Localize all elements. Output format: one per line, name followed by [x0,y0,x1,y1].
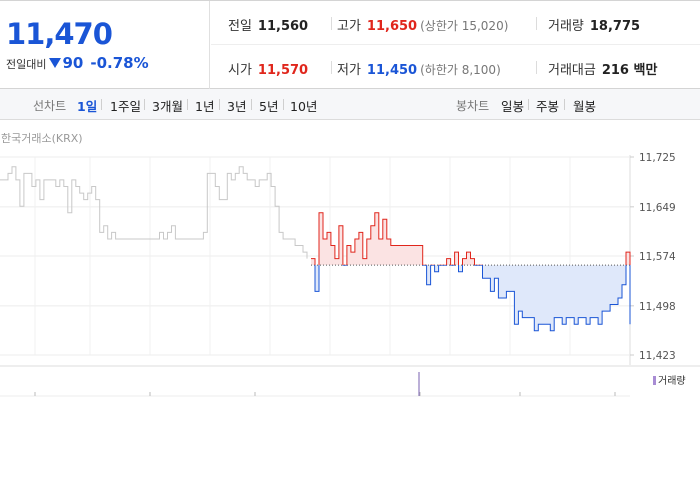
period-bar: 선차트 1일 1주일 3개월 1년 3년 5년 10년 봉차트 일봉 주봉 월봉 [0,89,700,120]
data-source: 한국거래소(KRX) [1,132,83,145]
y-tick-label: 11,649 [639,202,676,214]
change-label: 전일대비 [6,58,47,71]
divider [251,99,252,110]
lower-limit: (하한가 8,100) [420,63,501,77]
tab-weekly-candle[interactable]: 주봉 [536,99,560,114]
tab-3-years[interactable]: 3년 [227,99,247,114]
stats-row-1: 전일 11,560 고가 11,650 (상한가 15,020) 거래량 18,775 [211,1,700,45]
divider [528,99,529,110]
stat-volume: 거래량 18,775 [548,19,641,34]
today-line-above [311,212,631,266]
divider [331,17,332,30]
tab-daily-candle[interactable]: 일봉 [501,99,525,114]
down-triangle-icon [49,58,62,68]
high-value: 11,650 [366,19,418,34]
upper-limit: (상한가 15,020) [420,19,509,33]
trade-value: 216 백만 [601,63,658,78]
tab-10-years[interactable]: 10년 [290,99,318,114]
chart-series [0,166,631,332]
change-amount: 90 [62,54,84,72]
price-summary: 11,470 전일대비 90 -0.78% 전일 11,560 고가 11,650 (상한… [0,0,700,89]
volume-value: 18,775 [589,19,641,34]
divider [564,99,565,110]
tab-3-months[interactable]: 3개월 [152,99,183,114]
divider [219,99,220,110]
divider [101,99,102,110]
stat-trade-value: 거래대금 216 백만 [548,63,658,78]
divider [331,61,332,74]
area-below-reference [311,265,630,331]
divider [283,99,284,110]
tab-1-week[interactable]: 1주일 [110,99,141,114]
line-chart-title: 선차트 [33,99,67,113]
divider [536,61,537,74]
change-row: 전일대비 90 -0.78% [6,54,149,72]
y-tick-label: 11,498 [639,301,676,313]
y-tick-label: 11,423 [639,350,676,362]
y-tick-label: 11,574 [639,251,676,263]
open-value: 11,570 [257,63,309,78]
price-box: 11,470 전일대비 90 -0.78% [0,1,210,89]
stats-panel: 전일 11,560 고가 11,650 (상한가 15,020) 거래량 18,775 … [211,1,700,89]
volume-legend-swatch [653,376,656,385]
y-tick-label: 11,725 [639,152,676,164]
area-above-reference [311,212,630,266]
tab-monthly-candle[interactable]: 월봉 [573,99,597,114]
stat-high: 고가 11,650 (상한가 15,020) [337,19,509,34]
volume-area [0,365,700,397]
tab-1-day[interactable]: 1일 [77,99,98,114]
today-line-below [314,265,631,332]
stat-low: 저가 11,450 (하한가 8,100) [337,63,501,78]
tab-5-years[interactable]: 5년 [259,99,279,114]
stat-prev-close: 전일 11,560 [228,19,309,34]
divider [144,99,145,110]
volume-legend: 거래량 [653,372,686,387]
prev-close-value: 11,560 [257,19,309,34]
stats-row-2: 시가 11,570 저가 11,450 (하한가 8,100) 거래대금 216 백만 [211,45,700,89]
stat-open: 시가 11,570 [228,63,309,78]
tab-1-year[interactable]: 1년 [195,99,215,114]
current-price: 11,470 [6,17,113,51]
y-axis-ticks: 11,725 11,649 11,574 11,498 11,423 [639,152,676,362]
previous-session-line [0,166,308,259]
candle-chart-title: 봉차트 [456,99,490,113]
change-percent: -0.78% [90,54,149,72]
low-value: 11,450 [366,63,418,78]
divider [187,99,188,110]
volume-legend-label: 거래량 [658,376,686,387]
divider [536,17,537,30]
